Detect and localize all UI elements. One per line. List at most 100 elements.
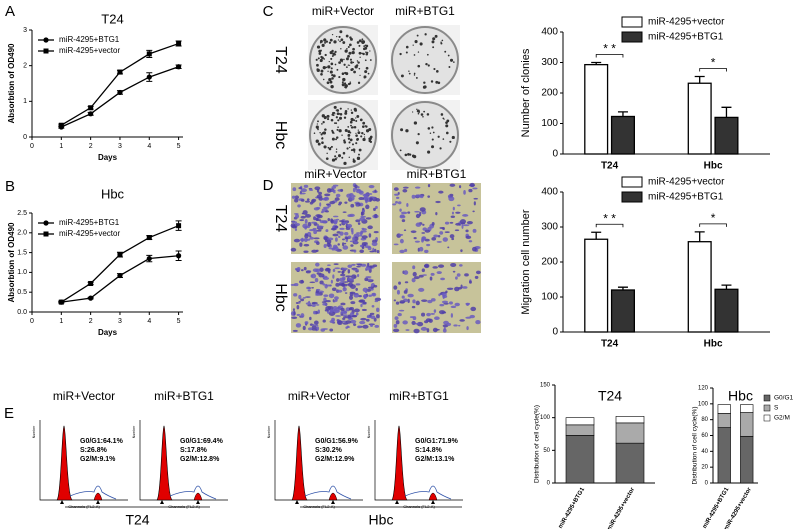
legend-swatch (621, 31, 643, 43)
migrated-cell (433, 234, 439, 238)
migrated-cell (415, 222, 422, 227)
y-tick-label: 50 (543, 448, 550, 454)
peak-marker (96, 500, 100, 504)
colony (362, 137, 366, 142)
migrated-cell (370, 324, 373, 327)
migrated-cell (472, 228, 477, 233)
migrated-cell (401, 295, 405, 299)
migrated-cell (373, 207, 376, 211)
migrated-cell (365, 217, 372, 220)
colony (346, 57, 349, 61)
migrated-cell (300, 188, 307, 193)
migrated-cell (342, 221, 348, 224)
migrated-cell (292, 221, 298, 224)
point (88, 111, 94, 117)
migrated-cell (363, 243, 367, 247)
colony (347, 64, 350, 66)
migrated-cell (413, 236, 417, 240)
colony (335, 148, 338, 150)
legend-label: G0/G1 (774, 395, 794, 402)
migrated-cell (359, 217, 366, 222)
colony (364, 46, 368, 50)
colony (331, 131, 335, 134)
colony (441, 39, 444, 42)
migrated-cell (344, 292, 348, 294)
migrated-cell (358, 197, 365, 201)
migrated-cell (375, 314, 380, 319)
significance-bracket (595, 223, 624, 228)
migrated-cell (303, 266, 307, 271)
x-tick-label: T24 (601, 161, 619, 172)
migrated-cell (399, 249, 405, 254)
colony (355, 120, 358, 122)
colony (347, 134, 351, 137)
migrated-cell (401, 219, 406, 223)
colony (344, 82, 347, 85)
migrated-cell (339, 223, 342, 226)
migrated-cell (358, 295, 362, 298)
migrated-cell (365, 204, 370, 210)
migrated-cell (304, 225, 308, 230)
colony (330, 145, 333, 148)
migrated-cell (362, 287, 368, 293)
colony (356, 138, 359, 141)
migrated-cell (355, 189, 363, 194)
migrated-cell (300, 313, 305, 318)
migrated-cell (358, 299, 364, 303)
colony (345, 34, 349, 38)
legend-swatch (621, 191, 643, 203)
migrated-cell (409, 316, 415, 318)
colony (339, 30, 343, 34)
migrated-cell (309, 316, 312, 321)
colony (341, 61, 343, 63)
migrated-cell (323, 294, 329, 298)
migrated-cell (337, 270, 341, 273)
migrated-cell (447, 194, 451, 199)
x-tick-label: 0 (30, 143, 34, 150)
colony (359, 56, 361, 58)
migrated-cell (305, 296, 311, 298)
colony (369, 135, 373, 139)
migrated-cell (435, 200, 441, 204)
migrated-cell (305, 270, 311, 274)
migrated-cell (450, 262, 457, 268)
migrated-cell (438, 190, 444, 194)
colony (358, 44, 361, 47)
migrated-cell (314, 186, 321, 191)
significance-label: * (711, 56, 716, 70)
migrated-cell (421, 299, 428, 302)
migrated-cell (363, 296, 367, 300)
image-column-header: miR+BTG1 (407, 167, 467, 181)
migrated-cell (361, 308, 367, 311)
migrated-cell (418, 287, 425, 292)
migrated-cell (293, 310, 296, 316)
migrated-cell (319, 267, 324, 272)
colony (325, 66, 328, 69)
migrated-cell (437, 235, 441, 238)
migrated-cell (296, 313, 301, 317)
s-phase-curve (404, 485, 452, 500)
migrated-cell (404, 281, 409, 284)
colony (332, 52, 336, 56)
colony (436, 70, 439, 73)
point (176, 253, 182, 259)
migrated-cell (421, 238, 424, 243)
colony (320, 55, 323, 59)
migrated-cell (439, 231, 444, 235)
migrated-cell (472, 187, 478, 190)
chart-title: T24 (101, 11, 123, 26)
migrated-cell (353, 308, 360, 313)
colony (417, 132, 420, 136)
migrated-cell (342, 316, 349, 319)
migrated-cell (336, 278, 340, 282)
colony (347, 108, 349, 110)
migrated-cell (340, 311, 344, 315)
migrated-cell (302, 325, 306, 331)
colony (334, 54, 337, 56)
migrated-cell (414, 210, 420, 213)
migrated-cell (292, 329, 298, 332)
migrated-cell (341, 270, 344, 275)
colony (355, 142, 358, 145)
group-label: T24 (125, 512, 149, 528)
migrated-cell (334, 225, 339, 229)
